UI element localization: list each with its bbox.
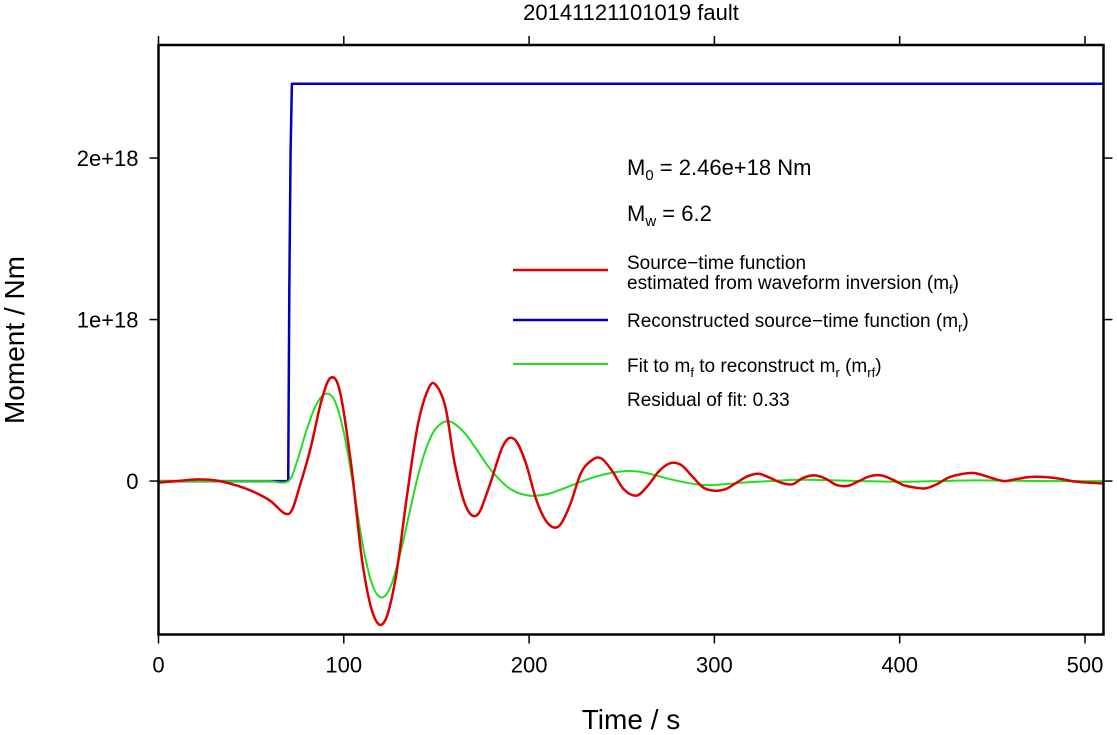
series-line-mrf xyxy=(158,392,1104,599)
series-line-mf xyxy=(158,376,1104,627)
legend-label-mf: estimated from waveform inversion (mf​) xyxy=(627,273,959,297)
plot-area xyxy=(158,82,1104,627)
y-axis-label: Moment / Nm xyxy=(0,256,30,424)
x-tick-label: 400 xyxy=(881,653,918,678)
x-tick-label: 0 xyxy=(152,653,164,678)
chart-title: 20141121101019 fault xyxy=(523,0,739,25)
legend-label-mf: Source−time function xyxy=(627,253,806,274)
y-tick-label: 2e+18 xyxy=(77,146,139,171)
legend-label-mr: Reconstructed source−time function (mr​) xyxy=(627,311,969,335)
y-tick-label: 0 xyxy=(126,469,138,494)
x-axis-label: Time / s xyxy=(582,704,681,735)
residual-annotation: Residual of fit: 0.33 xyxy=(627,390,790,411)
moment-annotation: M0​ = 2.46e+18 Nm xyxy=(627,155,811,184)
y-tick-label: 1e+18 xyxy=(77,308,139,333)
plot-frame xyxy=(157,43,1105,636)
x-tick-label: 300 xyxy=(696,653,733,678)
legend: M0​ = 2.46e+18 Nm Mw​ = 6.2 Source−time fu… xyxy=(513,155,969,411)
axis-ticks: 0 100 200 300 400 500 0 1e+18 2e+18 xyxy=(77,36,1113,678)
x-tick-label: 100 xyxy=(325,653,362,678)
x-tick-label: 500 xyxy=(1067,653,1104,678)
magnitude-annotation: Mw​ = 6.2 xyxy=(627,201,712,230)
legend-label-mrf: Fit to mf​ to reconstruct mr​ (mrf​) xyxy=(627,356,882,380)
x-tick-label: 200 xyxy=(511,653,548,678)
